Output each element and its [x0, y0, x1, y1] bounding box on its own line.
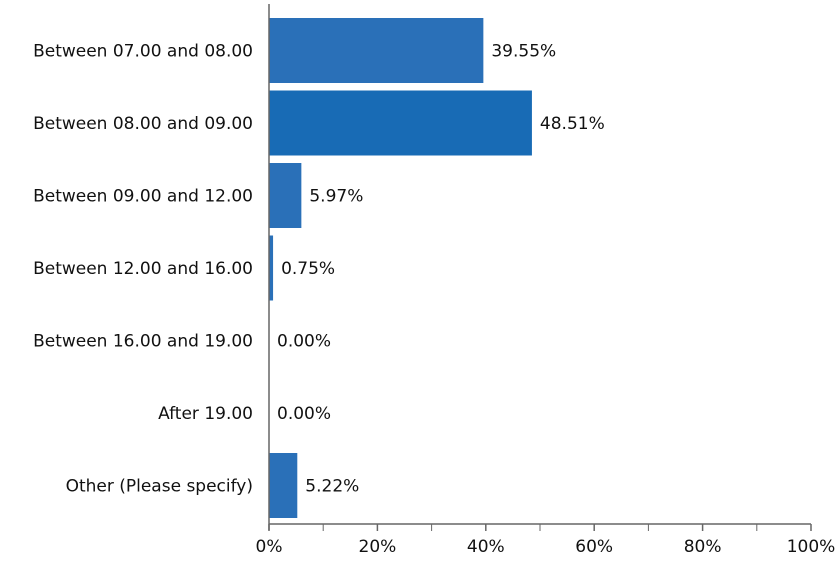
data-label-3: 5.97% [309, 187, 363, 207]
labels-layer: Between 07.00 and 08.00 39.55% Between 08.… [33, 42, 605, 497]
x-tick-label-4: 80% [684, 537, 722, 557]
category-label-5: Between 16.00 and 19.00 [33, 332, 253, 352]
bar-4 [269, 235, 274, 301]
data-label-6: 0.00% [277, 404, 331, 424]
x-tick-label-5: 100% [787, 537, 836, 557]
category-label-2: Between 08.00 and 09.00 [33, 114, 253, 134]
x-tick-label-3: 60% [575, 537, 613, 557]
category-label-3: Between 09.00 and 12.00 [33, 187, 253, 207]
category-label-4: Between 12.00 and 16.00 [33, 259, 253, 279]
axis-layer: 0% 20% 40% 60% 80% 100% [256, 4, 836, 557]
data-label-2: 48.51% [540, 114, 605, 134]
bar-7 [269, 453, 298, 518]
category-label-6: After 19.00 [158, 404, 253, 424]
data-label-4: 0.75% [281, 259, 335, 279]
x-tick-label-1: 20% [359, 537, 397, 557]
x-tick-label-0: 0% [256, 537, 283, 557]
data-label-1: 39.55% [491, 42, 556, 62]
bars-layer [269, 18, 532, 518]
bar-1 [269, 18, 484, 83]
data-label-7: 5.22% [305, 477, 359, 497]
category-label-1: Between 07.00 and 08.00 [33, 42, 253, 62]
data-label-5: 0.00% [277, 332, 331, 352]
bar-3 [269, 163, 302, 228]
x-tick-label-2: 40% [467, 537, 505, 557]
category-label-7: Other (Please specify) [66, 477, 253, 497]
bar-2 [269, 90, 532, 156]
